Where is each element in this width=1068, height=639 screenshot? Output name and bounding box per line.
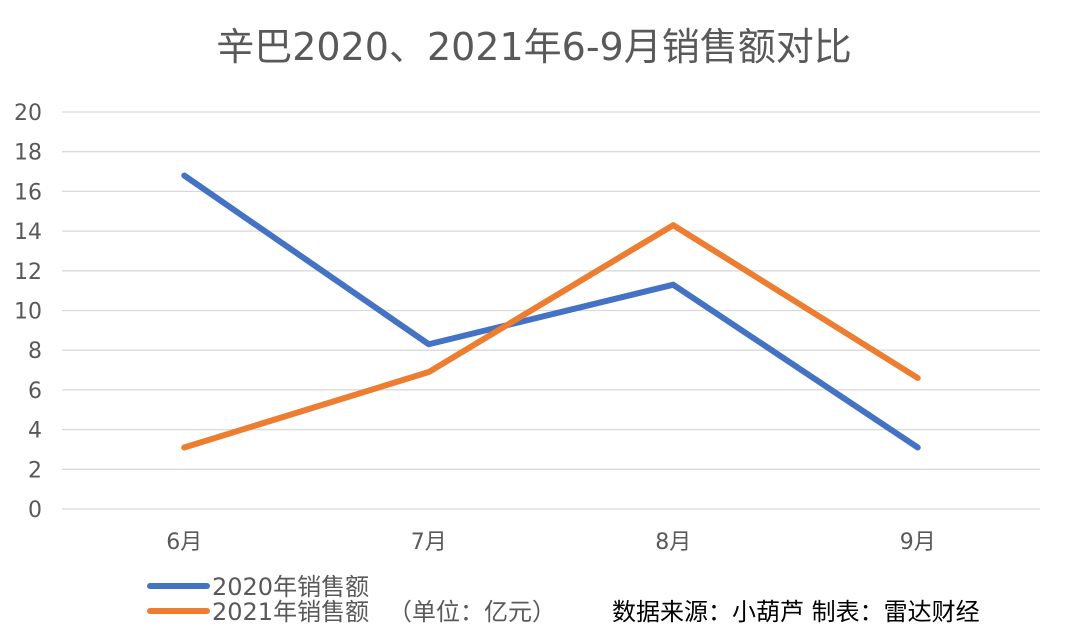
y-tick-label: 18 [14, 141, 42, 166]
y-tick-label: 20 [14, 101, 42, 126]
y-tick-label: 12 [14, 260, 42, 285]
x-tick-label: 8月 [655, 530, 691, 555]
y-tick-label: 14 [14, 220, 42, 245]
y-tick-label: 2 [28, 458, 42, 483]
legend-label: 2021年销售额 [212, 598, 369, 626]
y-tick-label: 0 [28, 498, 42, 523]
unit-note: （单位：亿元） [388, 598, 556, 626]
y-tick-label: 16 [14, 180, 42, 205]
y-tick-label: 6 [28, 379, 42, 404]
chart-title: 辛巴2020、2021年6-9月销售额对比 [216, 25, 851, 69]
x-tick-label: 7月 [411, 530, 447, 555]
x-tick-label: 9月 [900, 530, 936, 555]
x-tick-label: 6月 [166, 530, 202, 555]
y-tick-label: 10 [14, 300, 42, 325]
source-note: 数据来源：小葫芦 制表：雷达财经 [612, 598, 980, 626]
y-tick-label: 8 [28, 339, 42, 364]
y-tick-label: 4 [28, 419, 42, 444]
series-line-2021年销售额 [184, 225, 918, 447]
legend-label: 2020年销售额 [212, 573, 369, 601]
